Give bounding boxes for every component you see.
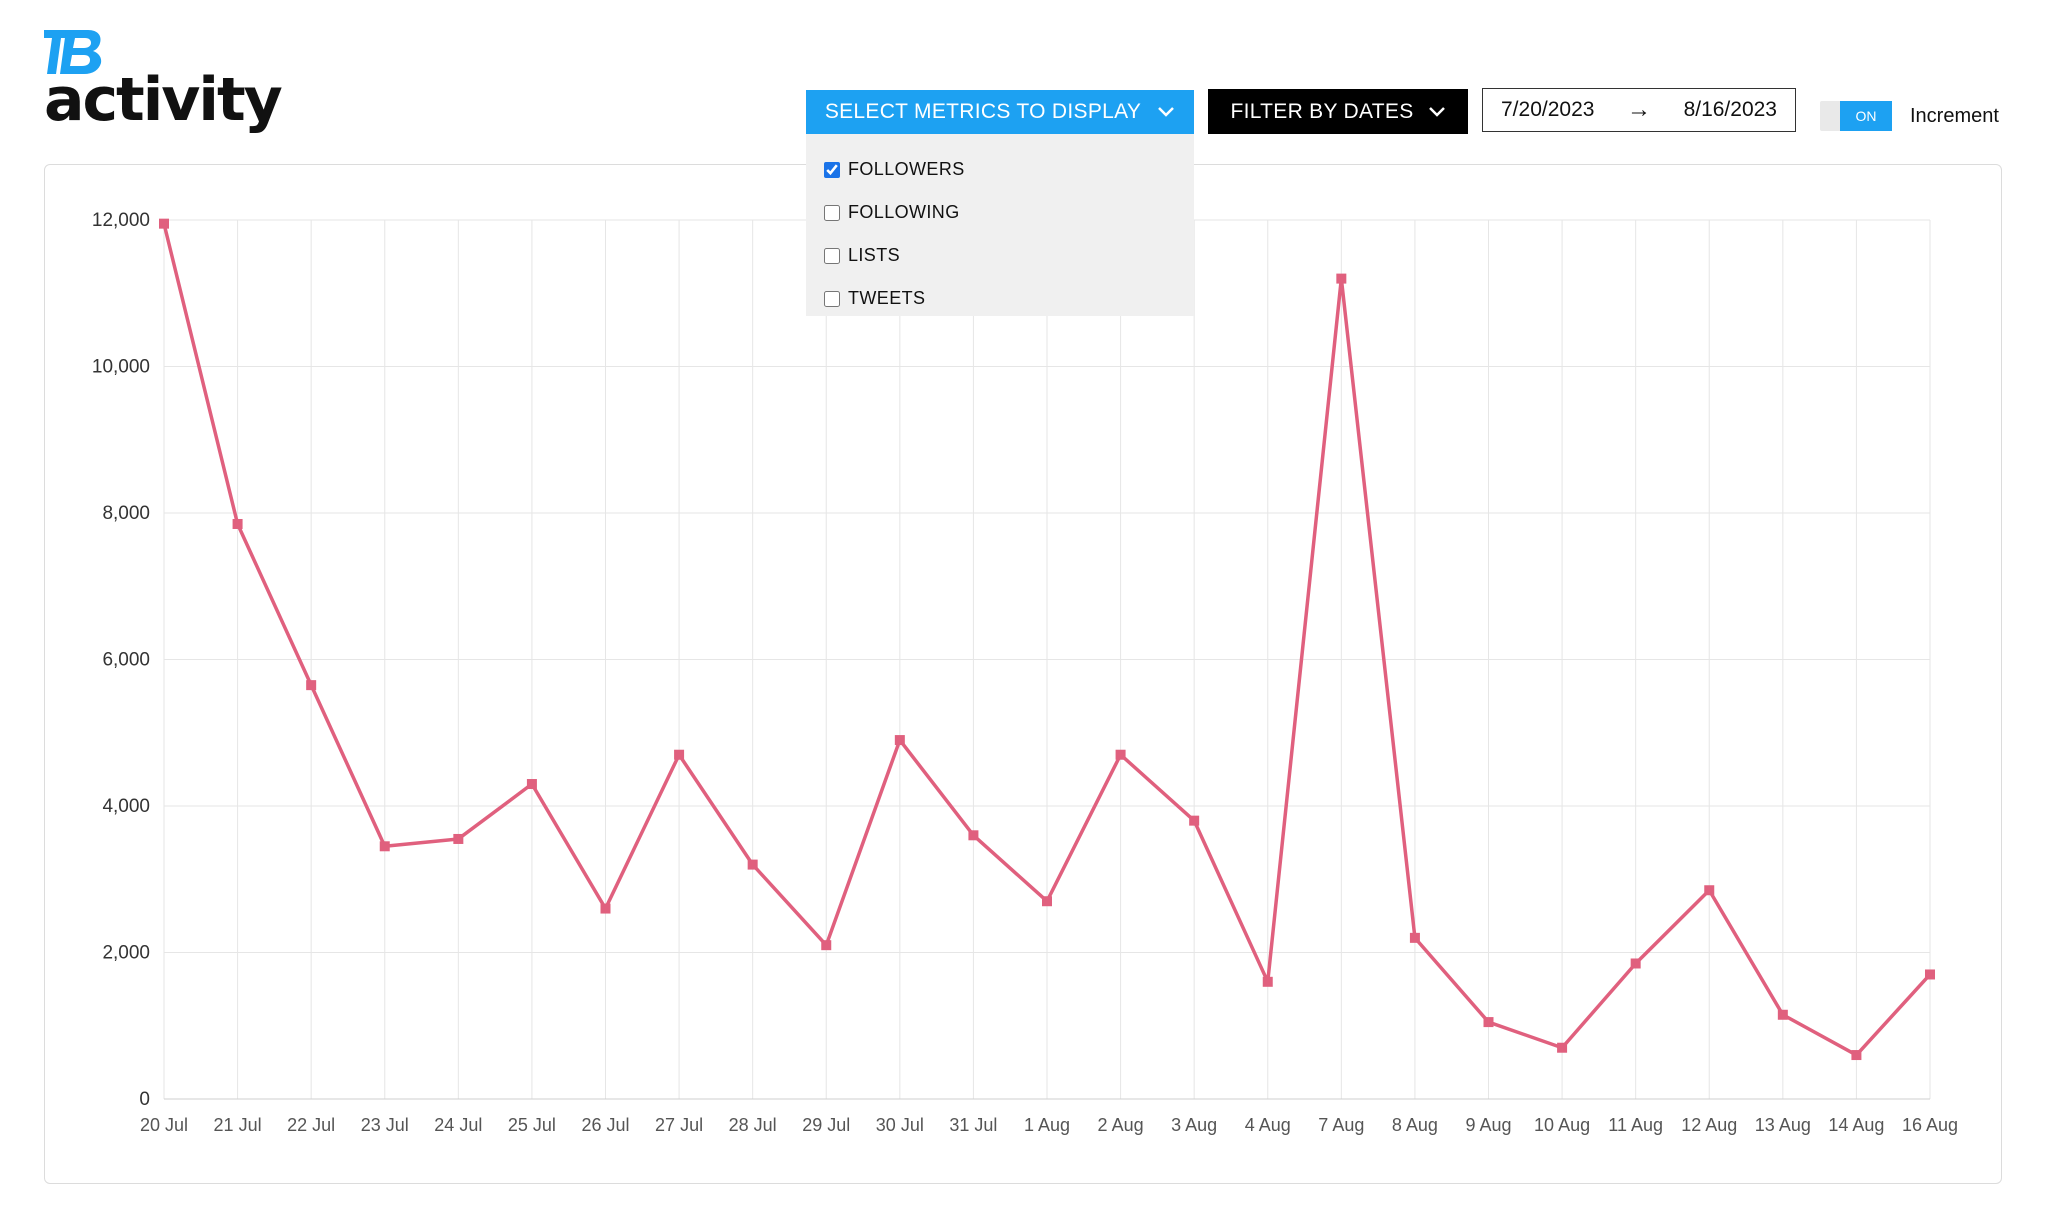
data-point [1042,896,1052,907]
x-tick-label: 16 Aug [1902,1115,1958,1135]
metric-checkbox[interactable] [824,161,840,178]
x-tick-label: 26 Jul [581,1115,629,1135]
data-point [1851,1050,1862,1061]
metric-checkbox[interactable] [824,290,840,307]
data-point [600,903,611,914]
page-title: activity [44,65,283,135]
metric-option-label: LISTS [848,245,901,265]
data-point [747,859,758,870]
y-tick-label: 4,000 [102,796,150,817]
x-tick-label: 29 Jul [802,1115,850,1135]
x-tick-label: 20 Jul [140,1115,188,1135]
arrow-right-icon: → [1627,96,1651,123]
data-point [1336,273,1347,284]
x-tick-label: 11 Aug [1608,1115,1663,1135]
select-metrics-button[interactable]: SELECT METRICS TO DISPLAY [806,90,1194,134]
data-point [1704,885,1715,896]
chevron-down-icon [1428,106,1445,117]
x-tick-label: 24 Jul [434,1115,482,1135]
filter-by-dates-label: FILTER BY DATES [1230,99,1414,123]
data-point [1777,1009,1788,1020]
x-tick-label: 25 Jul [508,1115,556,1135]
x-tick-label: 12 Aug [1681,1115,1737,1135]
end-date[interactable]: 8/16/2023 [1683,98,1777,121]
metric-option-lists[interactable]: LISTS [806,234,1194,277]
x-tick-label: 21 Jul [214,1115,262,1135]
chevron-down-icon [1158,107,1175,117]
data-point [674,749,685,760]
y-tick-label: 8,000 [102,503,150,524]
increment-label: Increment [1910,105,1999,127]
y-tick-label: 10,000 [92,357,150,378]
x-tick-label: 8 Aug [1392,1115,1438,1135]
followers-line-chart: 0 2,000 4,000 6,000 8,000 10,000 12,000 20 Jul 2… [92,210,1958,1135]
increment-toggle[interactable]: ON [1820,101,1892,131]
x-tick-label: 22 Jul [287,1115,335,1135]
x-tick-label: 2 Aug [1098,1115,1144,1135]
tb-logo-icon [44,30,102,74]
x-tick-label: 13 Aug [1755,1115,1811,1135]
x-tick-label: 27 Jul [655,1115,703,1135]
x-tick-label: 23 Jul [361,1115,409,1135]
date-range-picker[interactable]: 7/20/2023 → 8/16/2023 [1482,88,1796,132]
data-point [159,218,169,229]
data-point [379,841,390,852]
data-point [1115,749,1126,760]
data-point [1189,815,1200,826]
toggle-on-label: ON [1840,101,1892,131]
x-tick-label: 31 Jul [949,1115,997,1135]
x-tick-label: 10 Aug [1534,1115,1590,1135]
metric-option-tweets[interactable]: TWEETS [806,277,1194,320]
metric-checkbox[interactable] [824,247,840,264]
x-tick-label: 14 Aug [1828,1115,1884,1135]
x-tick-label: 7 Aug [1318,1115,1364,1135]
metric-option-following[interactable]: FOLLOWING [806,191,1194,234]
data-point [1557,1042,1568,1053]
metric-option-label: TWEETS [848,288,926,308]
select-metrics-label: SELECT METRICS TO DISPLAY [824,100,1142,123]
data-point [894,735,905,746]
data-point [1483,1017,1494,1028]
metric-option-followers[interactable]: FOLLOWERS [806,148,1194,191]
metric-option-label: FOLLOWING [848,202,960,222]
filter-by-dates-button[interactable]: FILTER BY DATES [1208,89,1468,134]
x-tick-label: 28 Jul [729,1115,777,1135]
data-point [821,940,832,951]
metrics-dropdown-panel: FOLLOWERS FOLLOWING LISTS TWEETS [806,134,1194,316]
y-tick-label: 2,000 [102,943,150,964]
data-point [306,680,317,691]
y-tick-label: 0 [139,1089,150,1110]
x-tick-label: 30 Jul [876,1115,924,1135]
data-point [1262,976,1273,987]
metric-checkbox[interactable] [824,204,840,221]
data-point [1925,969,1935,980]
chart-card: 0 2,000 4,000 6,000 8,000 10,000 12,000 20 Jul 2… [44,164,2002,1184]
data-point [453,833,464,844]
data-point [1630,958,1641,969]
x-tick-label: 3 Aug [1171,1115,1217,1135]
y-tick-label: 12,000 [92,210,150,231]
x-tick-label: 9 Aug [1465,1115,1511,1135]
start-date[interactable]: 7/20/2023 [1501,98,1595,121]
data-point [232,518,243,529]
y-tick-label: 6,000 [102,650,150,671]
x-tick-label: 1 Aug [1024,1115,1070,1135]
data-point [1409,932,1420,943]
metric-option-label: FOLLOWERS [848,159,965,179]
data-point [968,830,979,841]
data-point [526,779,537,790]
x-tick-label: 4 Aug [1245,1115,1291,1135]
